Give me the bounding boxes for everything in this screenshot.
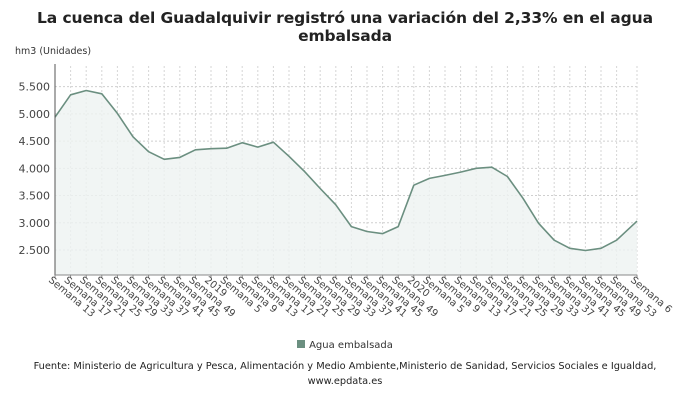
legend: Agua embalsada	[0, 340, 690, 351]
chart-title: La cuenca del Guadalquivir registró una …	[37, 9, 653, 45]
y-tick-label: 3.000	[19, 217, 51, 230]
y-tick-label: 4.000	[19, 162, 51, 175]
y-tick-label: 5.000	[19, 108, 51, 121]
series-line-agua-embalsada	[54, 89, 638, 252]
y-tick-label: 2.500	[19, 244, 51, 257]
series-area-fill	[55, 90, 637, 275]
y-tick-label: 3.500	[19, 190, 51, 203]
y-tick-label: 5.500	[19, 81, 51, 94]
source-url: www.epdata.es	[307, 376, 383, 387]
y-tick-label: 4.500	[19, 135, 51, 148]
legend-swatch	[297, 340, 306, 348]
legend-label: Agua embalsada	[309, 340, 393, 351]
source-note: Fuente: Ministerio de Agricultura y Pesc…	[0, 359, 690, 389]
y-tick-labels: 2.500 3.000 3.500 4.000 4.500 5.000 5.500	[19, 81, 51, 257]
source-text: Fuente: Ministerio de Agricultura y Pesc…	[33, 361, 657, 372]
y-axis-label: hm3 (Unidades)	[15, 46, 92, 57]
